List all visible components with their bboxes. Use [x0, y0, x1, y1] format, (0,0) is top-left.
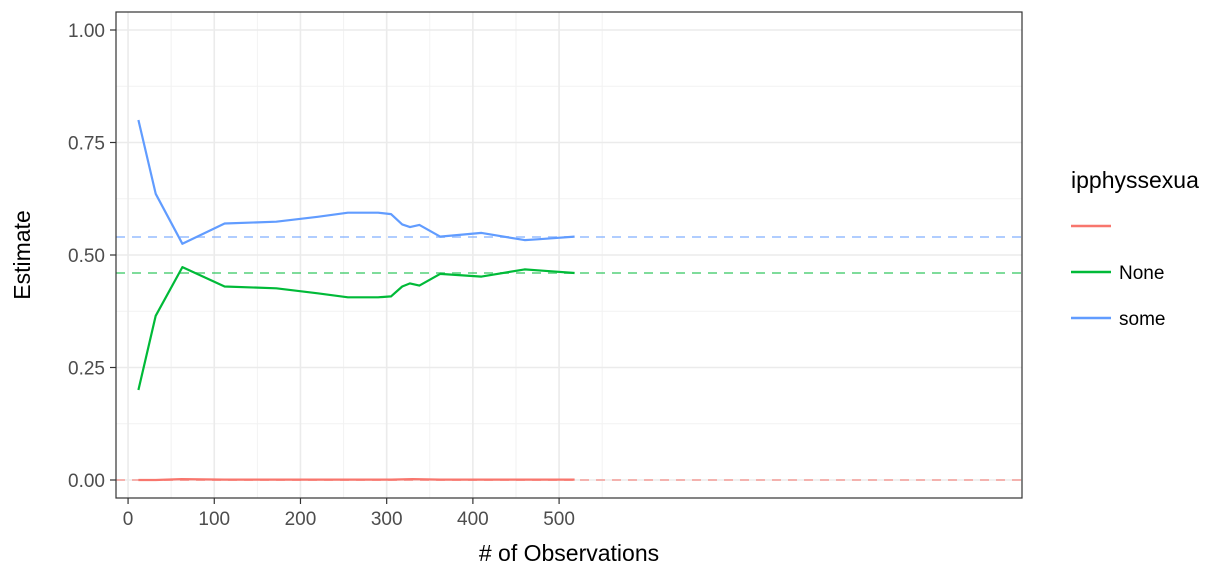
series-lines — [137, 119, 575, 482]
x-tick-label: 100 — [198, 509, 230, 530]
x-tick-label: 300 — [371, 509, 403, 530]
y-axis: 0.00 0.25 0.50 0.75 1.00 — [68, 21, 116, 492]
series-line-blank — [138, 478, 575, 482]
series-line-none — [137, 266, 575, 391]
x-axis-title: # of Observations — [479, 540, 659, 566]
legend-items: None some — [1071, 224, 1165, 330]
grid — [116, 12, 1022, 498]
x-tick-label: 0 — [123, 509, 134, 530]
series-line-some — [137, 119, 575, 245]
x-tick-label: 400 — [457, 509, 489, 530]
legend-label-none: None — [1119, 263, 1164, 284]
legend-label-some: some — [1119, 309, 1165, 330]
y-tick-label: 0.25 — [68, 359, 105, 380]
legend-title: ipphyssexua — [1071, 167, 1199, 193]
y-tick-label: 1.00 — [68, 21, 105, 42]
y-tick-label: 0.00 — [68, 471, 105, 492]
y-axis-title: Estimate — [9, 210, 35, 299]
x-tick-label: 500 — [543, 509, 575, 530]
legend: ipphyssexua None some — [1071, 167, 1199, 330]
x-axis: 0 100 200 300 400 500 — [123, 498, 575, 530]
y-tick-label: 0.75 — [68, 134, 105, 155]
y-tick-label: 0.50 — [68, 246, 105, 267]
x-tick-label: 200 — [285, 509, 317, 530]
